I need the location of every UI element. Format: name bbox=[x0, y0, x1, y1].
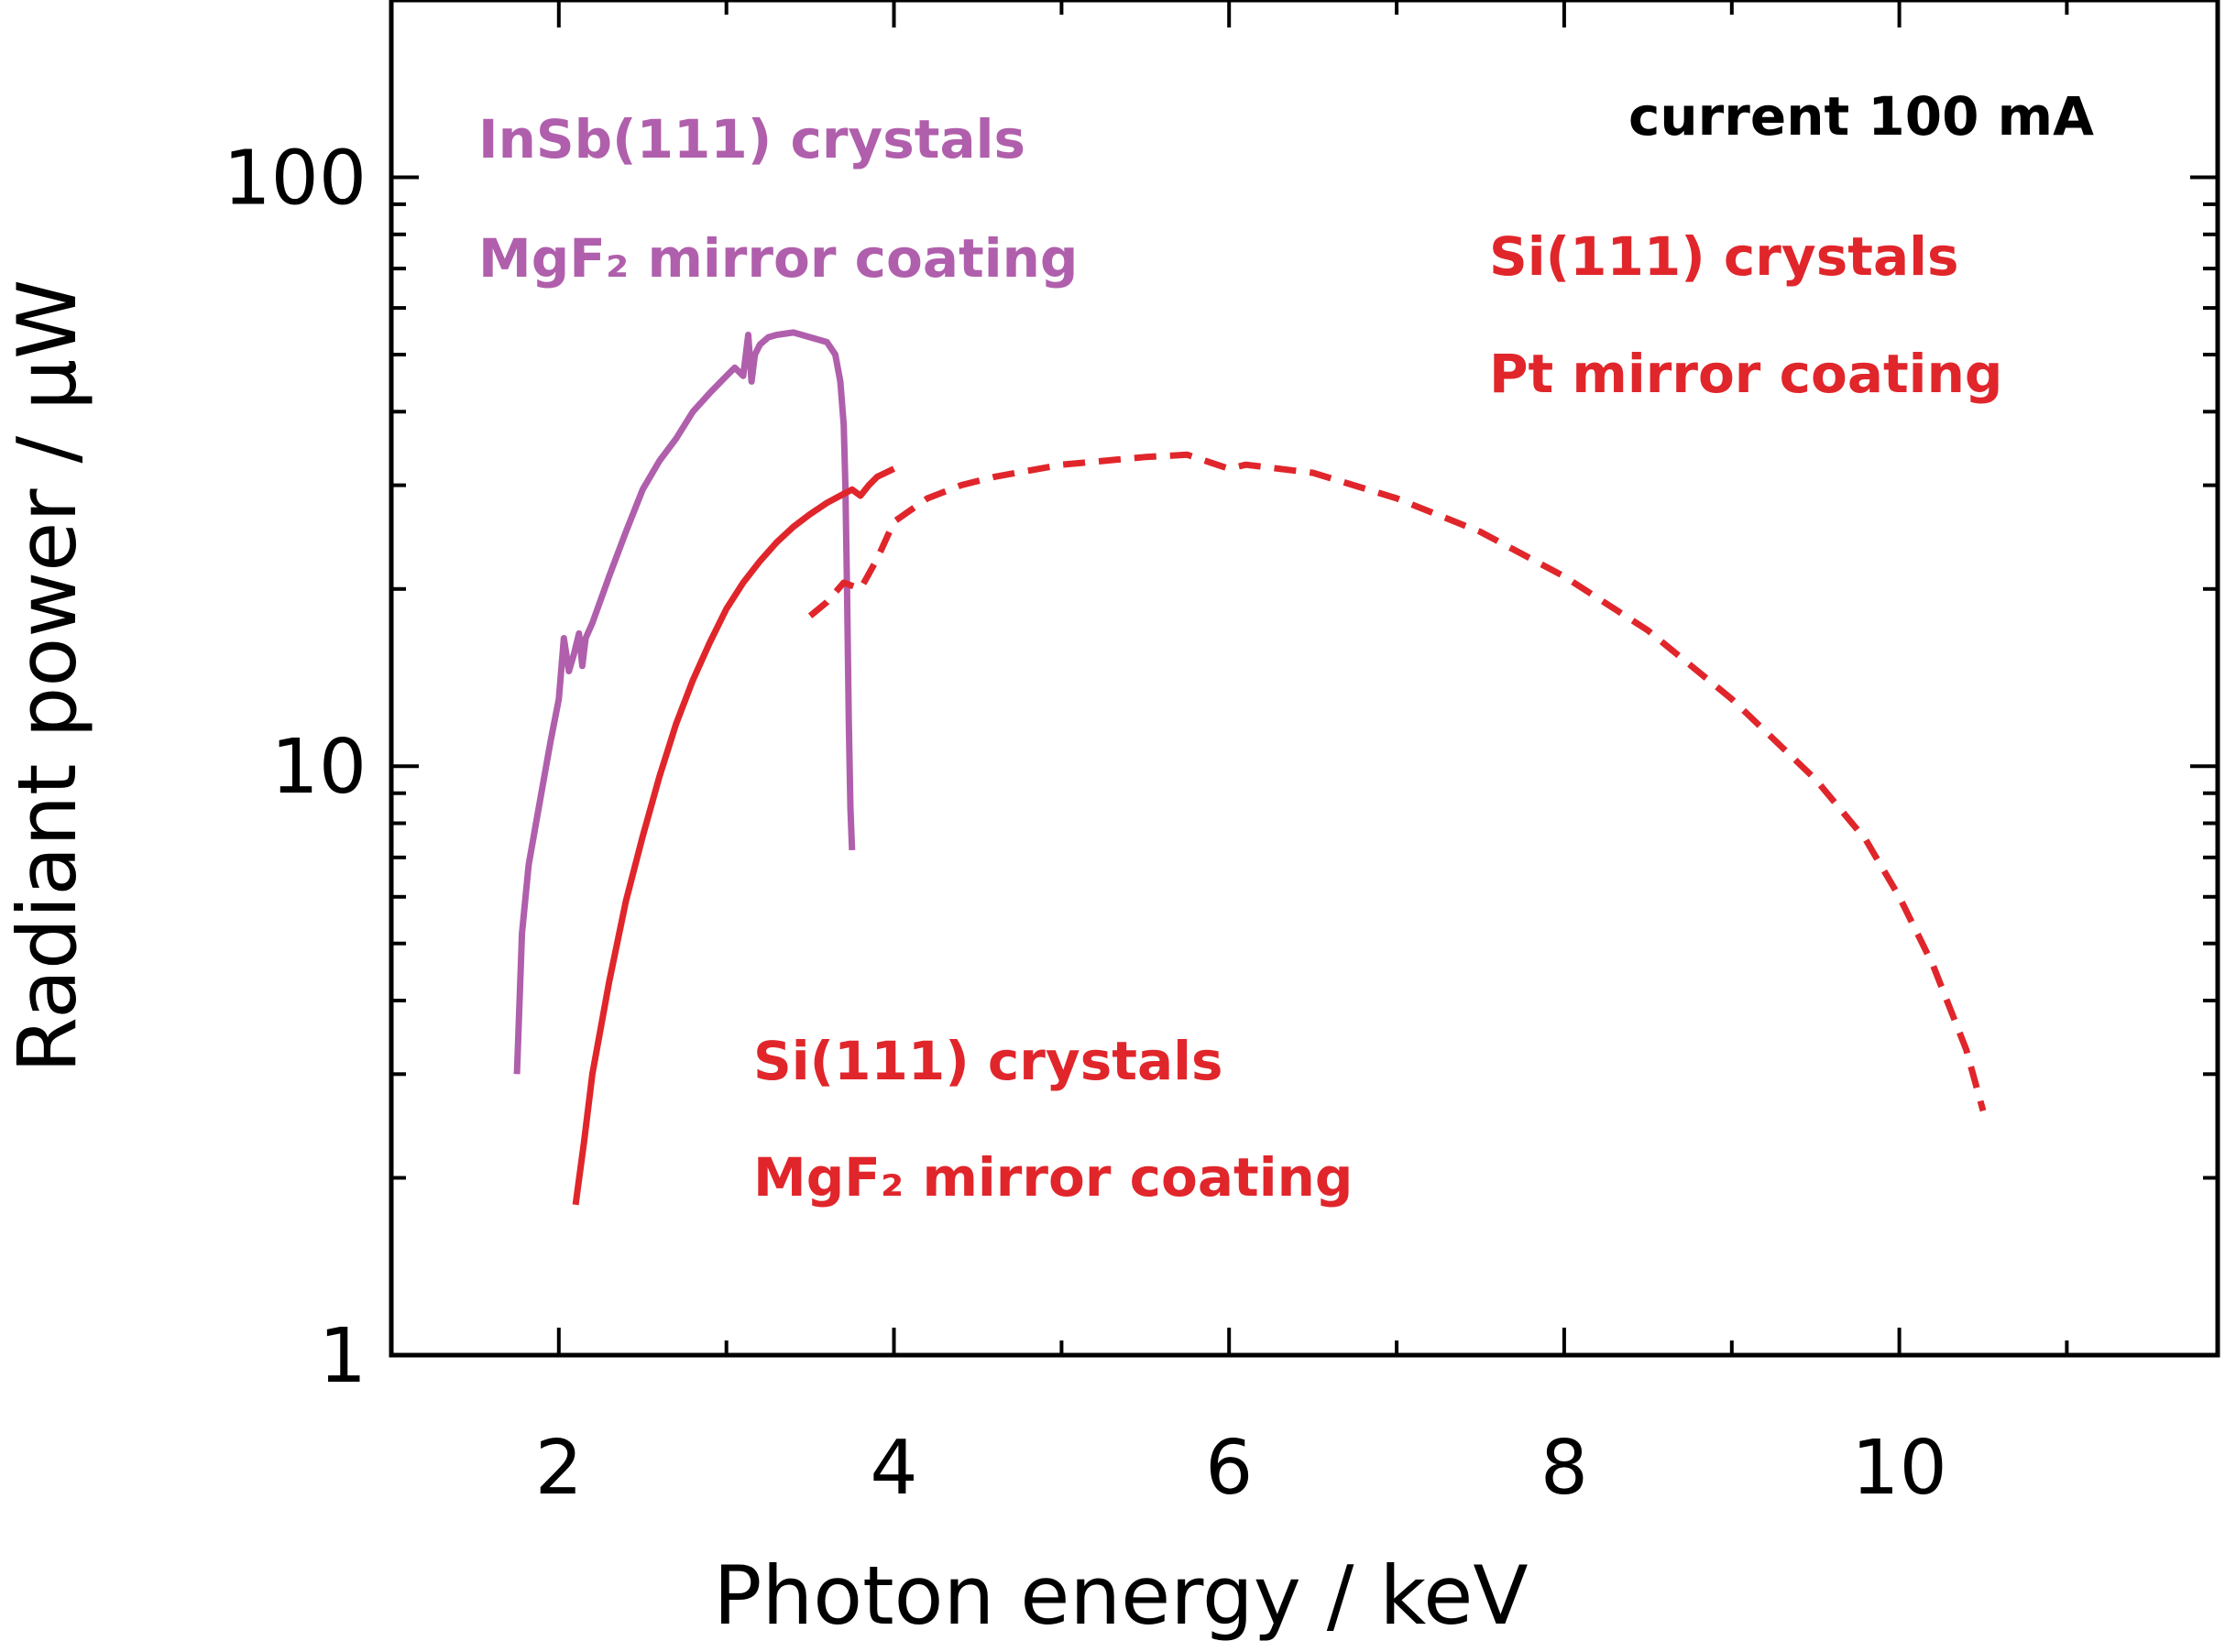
plot-frame bbox=[389, 0, 2220, 1358]
annotation-4: Si(111) crystals bbox=[1489, 225, 1959, 288]
x-tick-label: 6 bbox=[1205, 1425, 1253, 1512]
annotation-5: Pt mirror coating bbox=[1489, 343, 2002, 405]
annotation-layer: current 100 mA InSb(111) crystals MgF₂ mir… bbox=[478, 85, 2094, 1209]
series-layer bbox=[513, 329, 1987, 1206]
x-tick-label: 4 bbox=[870, 1425, 917, 1512]
tick-layer bbox=[389, 0, 2218, 1357]
x-tick-label: 8 bbox=[1540, 1425, 1588, 1512]
annotation-6: Si(111) crystals bbox=[753, 1030, 1223, 1092]
series-line-1 bbox=[513, 329, 856, 1075]
annotation-7: MgF₂ mirror coating bbox=[753, 1146, 1353, 1209]
series-line-2 bbox=[572, 465, 896, 1206]
y-tick-label: 1 bbox=[319, 1313, 367, 1400]
y-tick-label: 100 bbox=[223, 136, 367, 223]
annotation-1: current 100 mA bbox=[1628, 85, 2094, 148]
x-axis-label: Photon energy / keV bbox=[713, 1548, 1528, 1643]
annotation-2: InSb(111) crystals bbox=[478, 108, 1025, 170]
annotation-3: MgF₂ mirror coating bbox=[478, 227, 1078, 290]
y-axis-label: Radiant power / μW bbox=[0, 279, 94, 1073]
x-tick-label: 2 bbox=[535, 1425, 583, 1512]
y-tick-label: 10 bbox=[271, 724, 367, 811]
x-tick-label: 10 bbox=[1851, 1425, 1946, 1512]
series-line-3 bbox=[807, 451, 1987, 1112]
label-layer: 2 4 6 8 10 1 10 100 bbox=[223, 136, 1946, 1513]
